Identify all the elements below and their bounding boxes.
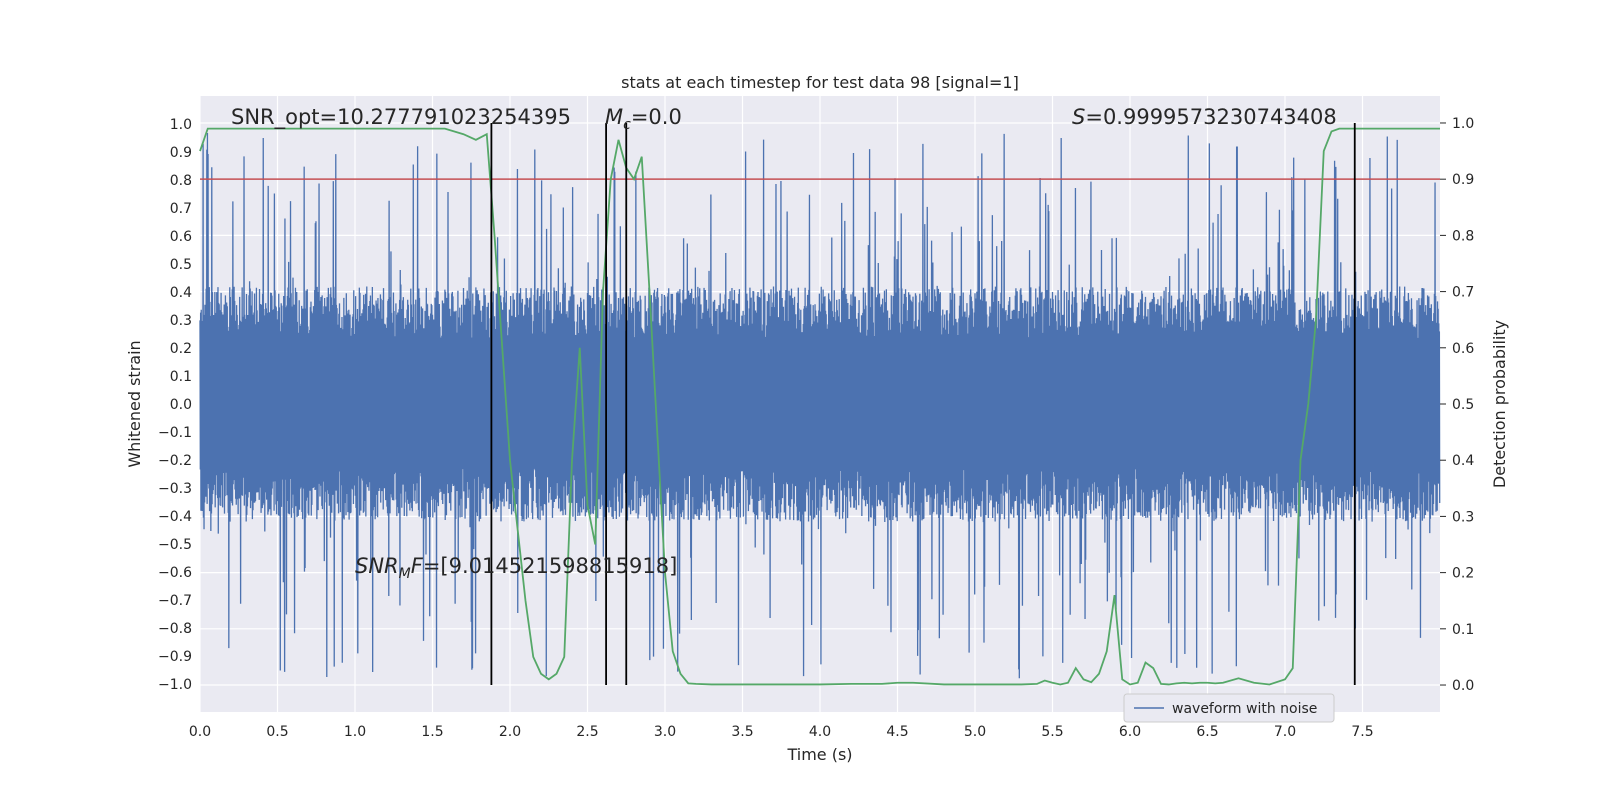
annotation-s: S=0.9999573230743408 — [1072, 105, 1337, 129]
y2-tick-label: 0.1 — [1452, 622, 1474, 638]
y2-tick-label: 0.3 — [1452, 509, 1474, 525]
x-tick-label: 7.0 — [1274, 724, 1296, 740]
y-axis-ticks: 1.0 0.9 0.8 0.7 0.6 0.5 0.4 0.3 0.2 0.1 0.0 −0.1 −0.… — [158, 117, 192, 693]
y-tick-label: −0.5 — [158, 537, 192, 553]
y2-tick-label: 0.7 — [1452, 285, 1474, 301]
annotation-snr-mf-sup: F — [411, 554, 424, 578]
x-tick-label: 6.0 — [1119, 724, 1141, 740]
x-tick-label: 7.5 — [1351, 724, 1373, 740]
legend-entry-waveform: waveform with noise — [1172, 701, 1317, 717]
annotation-s-value: =0.9999573230743408 — [1085, 105, 1336, 129]
y-tick-label: 0.3 — [170, 313, 192, 329]
x-tick-label: 2.5 — [576, 724, 598, 740]
y2-axis-label: Detection probability — [1490, 320, 1509, 488]
y2-axis-ticks: 1.0 0.9 0.8 0.7 0.6 0.5 0.4 0.3 0.2 0.1 0.0 — [1440, 116, 1474, 694]
annotation-mc-sub: c — [623, 117, 631, 133]
y-tick-label: 0.8 — [170, 173, 192, 189]
y-tick-label: 0.9 — [170, 145, 192, 161]
waveform-with-noise-series — [199, 132, 1441, 679]
y2-tick-label: 0.5 — [1452, 397, 1474, 413]
x-axis-label: Time (s) — [786, 745, 852, 764]
x-axis-ticks: 0.0 0.5 1.0 1.5 2.0 2.5 3.0 3.5 4.0 4.5 5.0 5.5 6.0 6… — [189, 724, 1374, 740]
y-tick-label: 0.7 — [170, 201, 192, 217]
x-tick-label: 3.0 — [654, 724, 676, 740]
y2-tick-label: 0.6 — [1452, 341, 1474, 357]
y2-tick-label: 0.2 — [1452, 566, 1474, 582]
y-tick-label: −1.0 — [158, 677, 192, 693]
annotation-mc: Mc=0.0 — [605, 105, 682, 133]
x-tick-label: 4.5 — [886, 724, 908, 740]
y-tick-label: −0.8 — [158, 621, 192, 637]
x-tick-label: 2.0 — [499, 724, 521, 740]
y-tick-label: 0.2 — [170, 341, 192, 357]
annotation-mc-symbol: M — [605, 105, 623, 129]
y2-tick-label: 0.4 — [1452, 453, 1474, 469]
legend-box — [1123, 693, 1335, 723]
detection-probability-line — [199, 127, 1440, 686]
vertical-markers — [490, 122, 1356, 686]
y-tick-label: −0.3 — [158, 481, 192, 497]
annotation-snr-mf-symbol: SNR — [355, 554, 399, 578]
annotation-s-symbol: S — [1072, 105, 1085, 129]
x-tick-label: 1.0 — [344, 724, 366, 740]
y-tick-label: −0.9 — [158, 649, 192, 665]
y2-tick-label: 0.0 — [1452, 678, 1474, 694]
y-tick-label: 0.5 — [170, 257, 192, 273]
annotation-snr-mf-sub: M — [399, 566, 411, 582]
y-tick-label: 0.4 — [170, 285, 192, 301]
y-tick-label: 0.6 — [170, 229, 192, 245]
x-tick-label: 0.0 — [189, 724, 211, 740]
chart-title: stats at each timestep for test data 98 … — [621, 73, 1019, 92]
x-tick-label: 4.0 — [809, 724, 831, 740]
legend: waveform with noise — [1123, 693, 1335, 723]
y2-tick-label: 0.9 — [1452, 172, 1474, 188]
x-tick-label: 5.0 — [964, 724, 986, 740]
annotation-snr-mf: SNRMF=[9.014521598815918] — [355, 554, 677, 582]
x-tick-label: 3.5 — [731, 724, 753, 740]
x-tick-label: 1.5 — [421, 724, 443, 740]
y-tick-label: 1.0 — [170, 117, 192, 133]
detection-probability-series — [199, 127, 1440, 686]
y-tick-label: −0.7 — [158, 593, 192, 609]
annotation-snr-mf-value: =[9.014521598815918] — [423, 554, 677, 578]
y2-tick-label: 1.0 — [1452, 116, 1474, 132]
y-tick-label: 0.1 — [170, 369, 192, 385]
y-tick-label: −0.6 — [158, 565, 192, 581]
y-tick-label: 0.0 — [170, 397, 192, 413]
x-tick-label: 0.5 — [266, 724, 288, 740]
y2-tick-label: 0.8 — [1452, 228, 1474, 244]
y-axis-label: Whitened strain — [125, 340, 144, 467]
x-tick-label: 5.5 — [1041, 724, 1063, 740]
y-tick-label: −0.2 — [158, 453, 192, 469]
waveform-with-noise-line — [199, 132, 1441, 679]
annotation-snr-opt: SNR_opt=10.277791023254395 — [231, 105, 571, 130]
y-tick-label: −0.4 — [158, 509, 192, 525]
annotation-mc-value: =0.0 — [631, 105, 682, 129]
x-tick-label: 6.5 — [1196, 724, 1218, 740]
y-tick-label: −0.1 — [158, 425, 192, 441]
